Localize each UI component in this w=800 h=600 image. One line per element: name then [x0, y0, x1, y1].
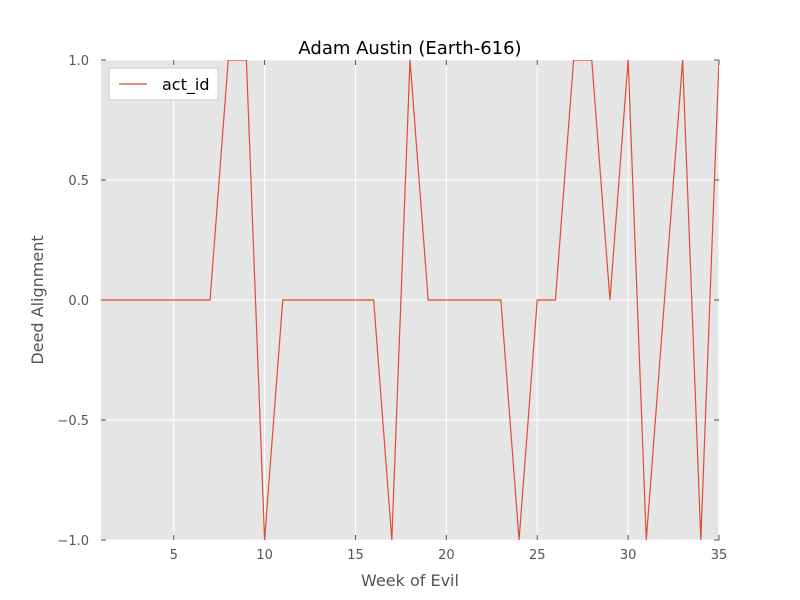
y-tick-label: −0.5: [57, 414, 89, 429]
y-tick-label: 0.0: [68, 294, 89, 309]
chart-title: Adam Austin (Earth-616): [298, 38, 521, 59]
x-tick-label: 15: [347, 548, 364, 563]
series-line-act_id: [101, 60, 719, 540]
series-layer: [101, 60, 719, 540]
x-tick-label: 10: [256, 548, 273, 563]
x-axis-label: Week of Evil: [361, 571, 459, 590]
x-tick-label: 20: [438, 548, 455, 563]
x-tick-label: 35: [711, 548, 728, 563]
legend-label: act_id: [162, 75, 209, 95]
y-tick-label: −1.0: [57, 534, 89, 549]
axis-ticks: 5 10 15 20 25 30 35 −1.0 −0.5 0.0 0.5 1.0: [57, 54, 727, 563]
x-tick-label: 30: [620, 548, 637, 563]
legend: act_id: [108, 67, 219, 101]
x-tick-label: 5: [170, 548, 178, 563]
x-tick-label: 25: [529, 548, 546, 563]
y-tick-label: 0.5: [68, 174, 89, 189]
y-axis-label: Deed Alignment: [28, 235, 47, 364]
y-tick-label: 1.0: [68, 54, 89, 69]
